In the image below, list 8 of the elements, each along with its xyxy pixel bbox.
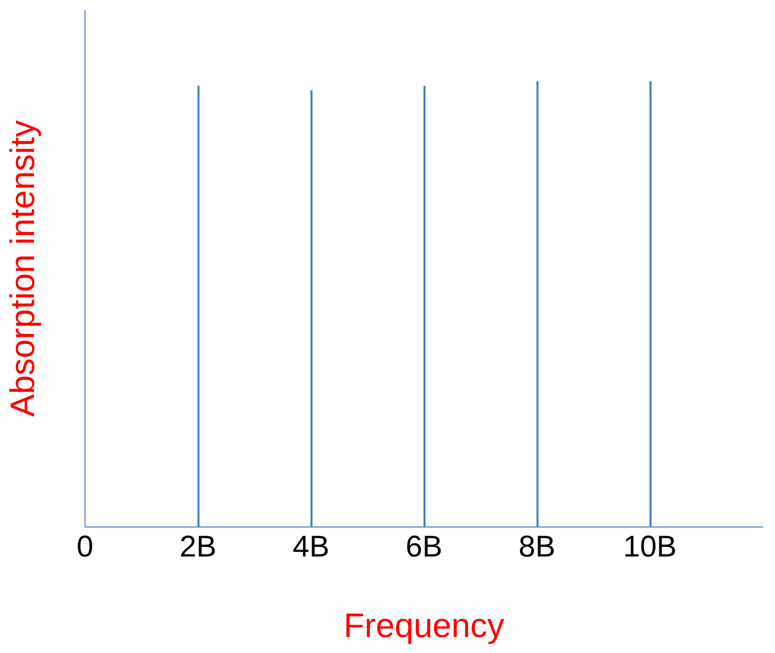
x-tick-label: 2B [180, 530, 216, 564]
x-tick-label: 8B [518, 530, 556, 564]
x-tick-label: 6B [406, 530, 442, 564]
x-axis-title: Frequency [344, 607, 504, 645]
x-tick-label: 0 [76, 530, 94, 564]
y-axis-title: Absorption intensity [4, 120, 42, 417]
x-tick-label: 4B [292, 530, 330, 564]
x-tick-label: 10B [623, 530, 677, 564]
